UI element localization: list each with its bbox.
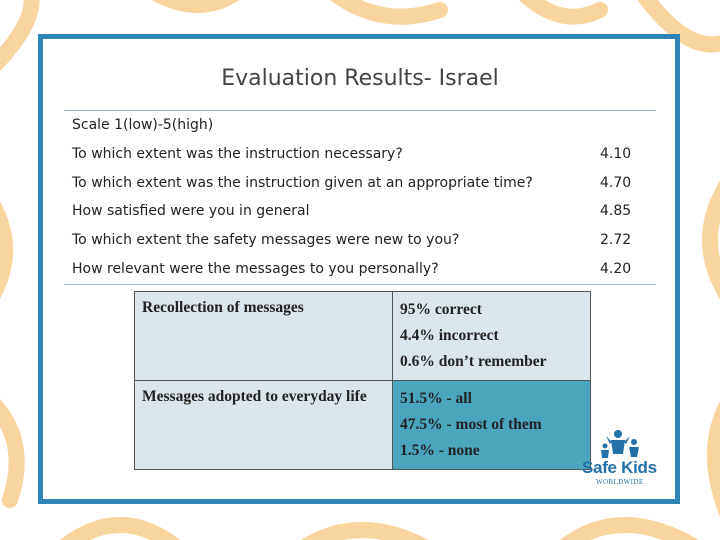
safe-kids-logo-icon [601, 430, 639, 458]
result-line: 51.5% - all [400, 390, 472, 407]
divider-top [64, 110, 656, 111]
result-label: Messages adopted to everyday life [134, 380, 393, 470]
scale-label: Scale 1(low)-5(high) [72, 117, 214, 133]
result-line: 47.5% - most of them [400, 416, 542, 433]
divider-bottom [64, 284, 656, 285]
result-values: 95% correct 4.4% incorrect 0.6% don’t re… [392, 291, 591, 381]
question-score: 4.20 [600, 261, 632, 277]
table-row: Messages adopted to everyday life 51.5% … [134, 380, 591, 470]
question-text: To which extent was the instruction give… [72, 175, 533, 191]
logo-name: Safe Kids [582, 458, 657, 477]
logo-subtitle: WORLDWIDE [596, 478, 644, 486]
question-text: How relevant were the messages to you pe… [72, 261, 439, 277]
result-label: Recollection of messages [134, 291, 393, 381]
results-table: Recollection of messages 95% correct 4.4… [134, 291, 591, 470]
question-row: How satisfied were you in general 4.85 [72, 203, 652, 225]
question-score: 4.85 [600, 203, 632, 219]
question-text: To which extent the safety messages were… [72, 232, 460, 248]
page-title: Evaluation Results- Israel [221, 66, 499, 91]
question-row: To which extent the safety messages were… [72, 232, 652, 254]
question-row: To which extent was the instruction nece… [72, 146, 652, 168]
table-row: Recollection of messages 95% correct 4.4… [134, 291, 591, 381]
question-text: To which extent was the instruction nece… [72, 146, 403, 162]
result-line: 4.4% incorrect [400, 327, 499, 344]
result-line: 95% correct [400, 301, 482, 318]
result-line: 0.6% don’t remember [400, 353, 547, 370]
question-score: 2.72 [600, 232, 632, 248]
question-score: 4.70 [600, 175, 632, 191]
question-row: To which extent was the instruction give… [72, 175, 652, 197]
question-score: 4.10 [600, 146, 632, 162]
result-line: 1.5% - none [400, 442, 480, 459]
result-values: 51.5% - all 47.5% - most of them 1.5% - … [392, 380, 591, 470]
question-text: How satisfied were you in general [72, 203, 310, 219]
question-row: How relevant were the messages to you pe… [72, 261, 652, 283]
